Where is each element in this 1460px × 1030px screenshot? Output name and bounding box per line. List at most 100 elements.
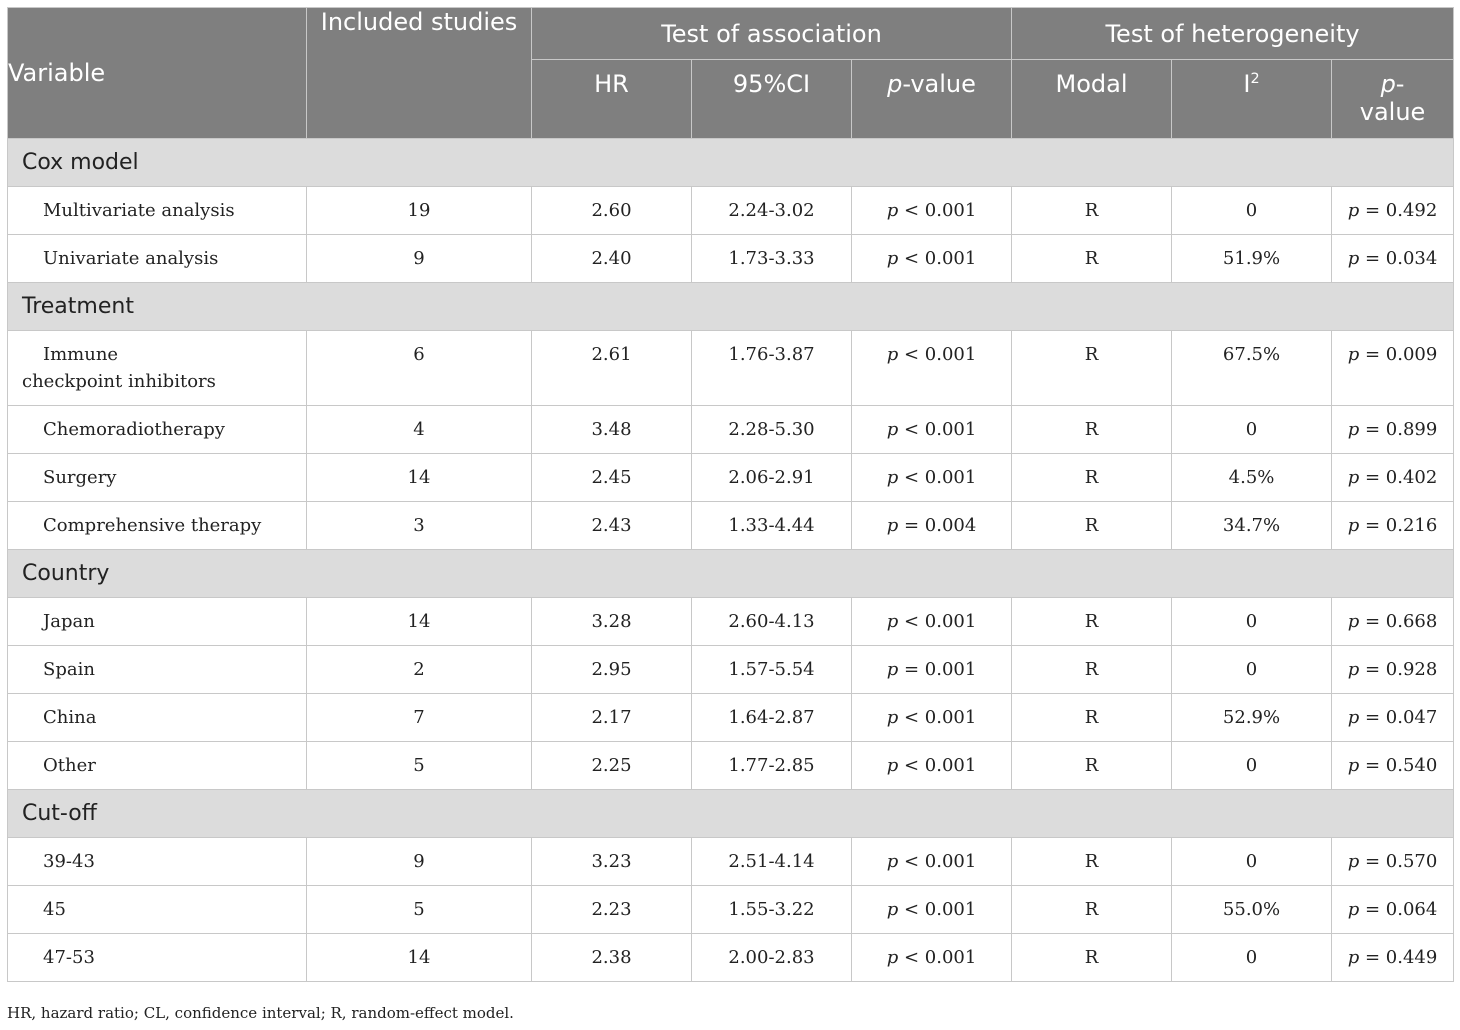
table-row: 47-53 14 2.38 2.00-2.83 p < 0.001 R 0 p = 0.449 [7,933,1455,982]
cell-assoc-p: p < 0.001 [850,741,1013,790]
cell-i2: 0 [1171,837,1333,886]
row-label: Chemoradiotherapy [7,405,307,454]
row-label: Surgery [7,453,307,502]
row-label: Multivariate analysis [7,186,307,235]
row-label: Univariate analysis [7,234,307,283]
table-row: Immune checkpoint inhibitors 6 2.61 1.76-3.8… [7,330,1455,406]
cell-studies: 14 [306,453,532,502]
cell-i2: 55.0% [1171,885,1333,934]
cell-studies: 2 [306,645,532,694]
cell-studies: 14 [306,597,532,646]
header-test-of-association: Test of association [530,7,1013,60]
cell-het-p: p = 0.449 [1331,933,1455,982]
cell-het-p: p = 0.009 [1331,330,1455,406]
cell-i2: 0 [1171,933,1333,982]
row-label-line2: checkpoint inhibitors [22,371,216,392]
table-row: Univariate analysis 9 2.40 1.73-3.33 p < 0.0… [7,234,1455,283]
cell-assoc-p: p < 0.001 [850,405,1013,454]
cell-assoc-p: p < 0.001 [850,330,1013,406]
section-row: Country [6,549,1455,598]
row-label: Other [7,741,307,790]
row-label: Immune checkpoint inhibitors [7,330,307,406]
cell-hr: 2.43 [531,501,692,550]
cell-model: R [1011,837,1173,886]
cell-studies: 9 [306,234,532,283]
cell-i2: 4.5% [1171,453,1333,502]
cell-model: R [1011,741,1173,790]
cell-assoc-p: p < 0.001 [850,693,1013,742]
table-row: Japan 14 3.28 2.60-4.13 p < 0.001 R 0 p = 0.668 [7,597,1455,646]
cell-assoc-p: p < 0.001 [850,885,1013,934]
table-row: Other 5 2.25 1.77-2.85 p < 0.001 R 0 p = 0.540 [7,741,1455,790]
cell-hr: 3.23 [531,837,692,886]
cell-studies: 14 [306,933,532,982]
table-header: Variable Included studies Test of associ… [7,7,1455,139]
cell-ci: 1.57-5.54 [691,645,852,694]
cell-ci: 1.64-2.87 [691,693,852,742]
section-title: Country [6,549,1455,598]
section-title: Cut-off [6,789,1455,838]
table-row: Spain 2 2.95 1.57-5.54 p = 0.001 R 0 p = 0.928 [7,645,1455,694]
cell-ci: 2.24-3.02 [691,186,852,235]
cell-hr: 3.28 [531,597,692,646]
cell-ci: 1.73-3.33 [691,234,852,283]
cell-hr: 2.95 [531,645,692,694]
row-label: China [7,693,307,742]
cell-studies: 4 [306,405,532,454]
cell-i2: 0 [1171,645,1333,694]
cell-i2: 67.5% [1171,330,1333,406]
cell-model: R [1011,693,1173,742]
cell-i2: 0 [1171,597,1333,646]
cell-het-p: p = 0.570 [1331,837,1455,886]
cell-model: R [1011,501,1173,550]
cell-studies: 5 [306,741,532,790]
cell-het-p: p = 0.899 [1331,405,1455,454]
header-test-of-heterogeneity: Test of heterogeneity [1011,7,1455,60]
cell-ci: 2.06-2.91 [691,453,852,502]
cell-model: R [1011,186,1173,235]
cell-model: R [1011,234,1173,283]
table-body: Cox model Multivariate analysis 19 2.60 2.24… [6,138,1455,982]
cell-ci: 1.77-2.85 [691,741,852,790]
cell-model: R [1011,645,1173,694]
cell-het-p: p = 0.492 [1331,186,1455,235]
cell-hr: 3.48 [531,405,692,454]
table-row: 45 5 2.23 1.55-3.22 p < 0.001 R 55.0% p = 0.064 [7,885,1455,934]
meta-analysis-table: Variable Included studies Test of associ… [6,7,1455,982]
cell-model: R [1011,597,1173,646]
cell-hr: 2.23 [531,885,692,934]
cell-studies: 19 [306,186,532,235]
row-label-line1: Immune [43,344,119,365]
table-row: Surgery 14 2.45 2.06-2.91 p < 0.001 R 4.5% p = … [7,453,1455,502]
section-title: Treatment [6,282,1455,331]
cell-het-p: p = 0.928 [1331,645,1455,694]
cell-assoc-p: p < 0.001 [850,933,1013,982]
row-label: Comprehensive therapy [7,501,307,550]
section-row: Cox model [6,138,1455,187]
cell-assoc-p: p < 0.001 [850,234,1013,283]
cell-model: R [1011,405,1173,454]
cell-model: R [1011,330,1173,406]
cell-assoc-p: p < 0.001 [850,597,1013,646]
cell-het-p: p = 0.216 [1331,501,1455,550]
cell-ci: 2.00-2.83 [691,933,852,982]
table-footnote: HR, hazard ratio; CL, confidence interva… [7,1004,514,1022]
cell-i2: 0 [1171,405,1333,454]
cell-i2: 0 [1171,741,1333,790]
cell-assoc-p: p = 0.001 [850,645,1013,694]
table-row: Multivariate analysis 19 2.60 2.24-3.02 p < … [7,186,1455,235]
header-95ci: 95%CI [691,59,852,139]
row-label: 45 [7,885,307,934]
cell-i2: 34.7% [1171,501,1333,550]
cell-ci: 1.33-4.44 [691,501,852,550]
cell-hr: 2.40 [531,234,692,283]
cell-hr: 2.45 [531,453,692,502]
cell-studies: 5 [306,885,532,934]
header-variable: Variable [7,7,307,139]
header-het-p-value: p-value [1331,59,1455,139]
row-label: 47-53 [7,933,307,982]
cell-studies: 7 [306,693,532,742]
table-row: Chemoradiotherapy 4 3.48 2.28-5.30 p < 0.001… [7,405,1455,454]
section-row: Treatment [6,282,1455,331]
cell-hr: 2.61 [531,330,692,406]
